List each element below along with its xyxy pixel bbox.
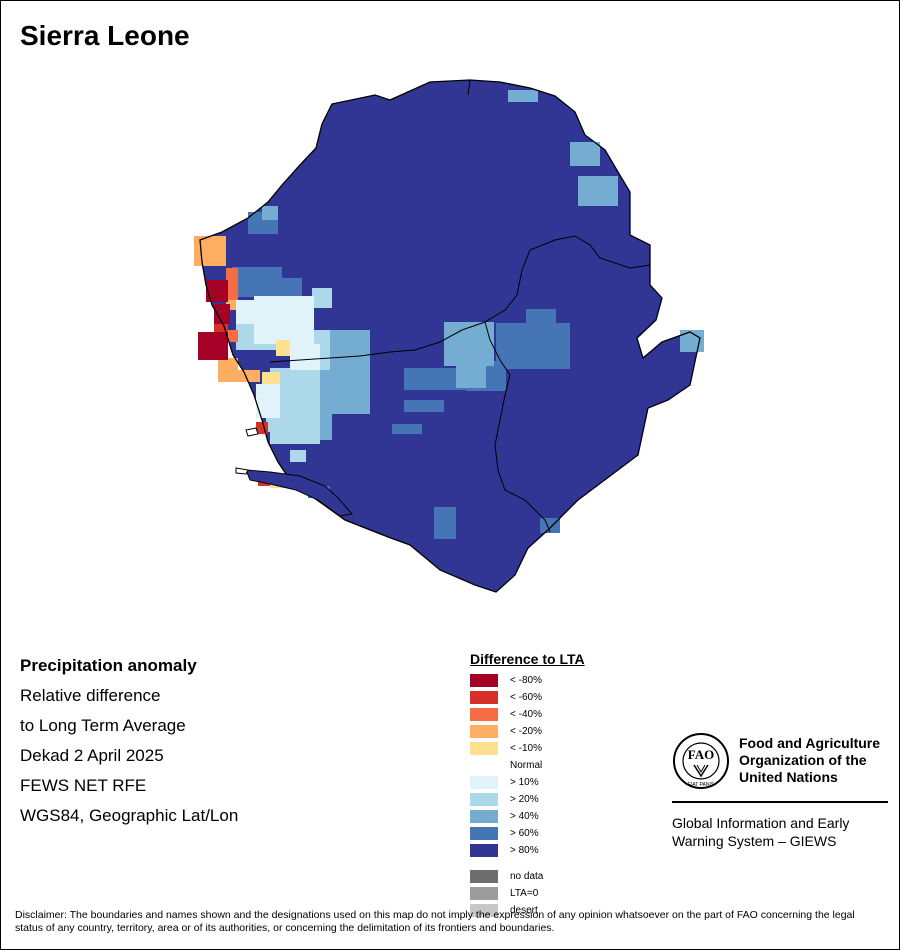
- admin-boundaries: [269, 79, 651, 533]
- map-info: Precipitation anomaly Relative differenc…: [20, 656, 238, 836]
- legend-label: desert: [510, 905, 538, 916]
- legend-item: < -40%: [470, 706, 585, 723]
- legend-item: no data: [470, 868, 585, 885]
- legend-swatch: [470, 725, 498, 738]
- legend-swatch: [470, 887, 498, 900]
- cell-lt10: [262, 372, 280, 384]
- legend-swatch: [470, 904, 498, 917]
- cell-gt60: [392, 424, 422, 434]
- cell-gt40: [508, 90, 538, 102]
- cell-gt60: [434, 507, 456, 539]
- legend-label: < -10%: [510, 743, 542, 754]
- legend-swatch: [470, 708, 498, 721]
- legend-item: > 20%: [470, 791, 585, 808]
- legend-item: > 10%: [470, 774, 585, 791]
- cell-lt20: [194, 236, 226, 266]
- cell-lt20: [238, 370, 260, 382]
- legend-label: > 80%: [510, 845, 539, 856]
- cell-gt40: [578, 176, 618, 206]
- sherbro-island: [245, 469, 353, 517]
- legend-swatch: [470, 759, 498, 772]
- cell-lt80: [206, 280, 228, 302]
- cell-gt20: [290, 450, 306, 462]
- legend-label: > 40%: [510, 811, 539, 822]
- cell-lt10: [276, 340, 290, 356]
- legend-item: < -60%: [470, 689, 585, 706]
- legend-label: < -60%: [510, 692, 542, 703]
- legend-item: LTA=0: [470, 885, 585, 902]
- divider: [672, 801, 888, 803]
- country-border: [199, 79, 701, 593]
- cell-gt20: [312, 288, 332, 308]
- legend-swatch: [470, 793, 498, 806]
- info-line: Dekad 2 April 2025: [20, 746, 164, 765]
- anomaly-cells: [194, 90, 704, 539]
- legend-label: > 60%: [510, 828, 539, 839]
- cell-gt10: [236, 300, 256, 324]
- legend-item: > 80%: [470, 842, 585, 859]
- svg-text:FAO: FAO: [688, 747, 714, 762]
- legend-item: > 60%: [470, 825, 585, 842]
- cell-gt40: [456, 348, 486, 388]
- legend-swatch: [470, 844, 498, 857]
- cell-gt60: [404, 400, 444, 412]
- info-line: Relative difference: [20, 686, 161, 705]
- cell-gt40: [570, 142, 600, 166]
- legend-label: < -80%: [510, 675, 542, 686]
- map-legend: Difference to LTA < -80% < -60% < -40% < -2…: [470, 651, 585, 919]
- cell-lt20: [226, 298, 236, 310]
- legend-item: < -20%: [470, 723, 585, 740]
- legend-item: < -80%: [470, 672, 585, 689]
- cell-lt20: [218, 358, 238, 382]
- legend-item: desert: [470, 902, 585, 919]
- info-line: to Long Term Average: [20, 716, 186, 735]
- legend-label: LTA=0: [510, 888, 539, 899]
- giews-name: Global Information and Early Warning Sys…: [672, 815, 850, 849]
- cell-gt10: [290, 344, 320, 370]
- fao-logo: FAO FIAT PANIS: [673, 733, 729, 789]
- cell-gt60: [540, 518, 560, 533]
- legend-swatch: [470, 870, 498, 883]
- cell-lt40: [226, 330, 238, 342]
- legend-label: Normal: [510, 760, 543, 771]
- cell-lt80: [214, 304, 230, 324]
- cell-lt80: [198, 332, 228, 360]
- legend-swatch: [470, 776, 498, 789]
- legend-label: no data: [510, 871, 544, 882]
- legend-extra-items: no data LTA=0 desert: [470, 868, 585, 919]
- legend-items: < -80% < -60% < -40% < -20% < -10% Normal > 10…: [470, 672, 585, 859]
- info-line: WGS84, Geographic Lat/Lon: [20, 806, 239, 825]
- map-title: Sierra Leone: [20, 20, 190, 51]
- disclaimer: Disclaimer: The boundaries and names sho…: [15, 909, 855, 934]
- cell-gt60: [496, 323, 570, 369]
- precipitation-anomaly-map: [194, 79, 704, 593]
- small-island: [245, 427, 259, 437]
- cell-gt60: [282, 278, 302, 298]
- legend-label: < -20%: [510, 726, 542, 737]
- legend-item: > 40%: [470, 808, 585, 825]
- small-island: [235, 467, 249, 475]
- info-line: FEWS NET RFE: [20, 776, 147, 795]
- legend-swatch: [470, 742, 498, 755]
- legend-item: Normal: [470, 757, 585, 774]
- cell-gt10: [254, 296, 314, 344]
- legend-title: Difference to LTA: [470, 651, 585, 667]
- fao-name: Food and Agriculture Organization of the…: [739, 735, 881, 785]
- legend-swatch: [470, 827, 498, 840]
- legend-label: < -40%: [510, 709, 542, 720]
- cell-lt60: [214, 322, 228, 332]
- cell-gt60: [526, 309, 556, 329]
- cell-gt60: [232, 267, 282, 297]
- cell-gt40: [262, 206, 278, 220]
- svg-text:FIAT PANIS: FIAT PANIS: [688, 782, 715, 788]
- info-heading: Precipitation anomaly: [20, 656, 197, 675]
- legend-label: > 10%: [510, 777, 539, 788]
- legend-label: > 20%: [510, 794, 539, 805]
- legend-swatch: [470, 674, 498, 687]
- legend-item: < -10%: [470, 740, 585, 757]
- legend-swatch: [470, 691, 498, 704]
- legend-swatch: [470, 810, 498, 823]
- cell-lt40: [226, 268, 238, 300]
